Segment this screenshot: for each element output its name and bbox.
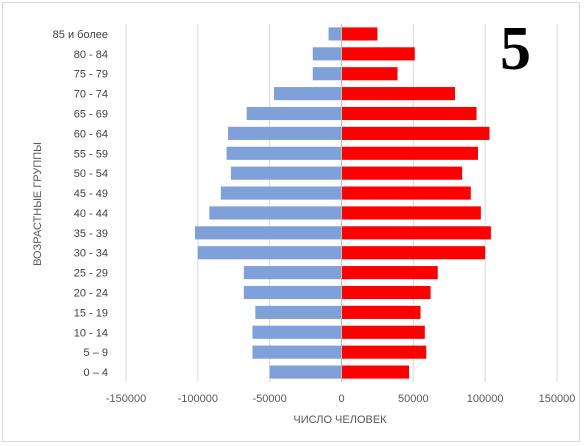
bar-left: [273, 87, 342, 101]
y-tick-label: 55 - 59: [74, 148, 108, 160]
bar-right: [341, 27, 378, 41]
chart-frame: [2, 2, 580, 442]
bar-left: [220, 186, 342, 200]
x-tick-label: 150000: [539, 393, 576, 405]
bar-left: [243, 285, 342, 300]
bar-left: [209, 206, 342, 220]
bar-right: [341, 365, 410, 379]
bar-right: [341, 325, 425, 339]
x-tick-label: 50000: [398, 393, 429, 405]
bar-right: [341, 67, 398, 81]
bar-right: [341, 186, 471, 200]
x-axis-label: ЧИСЛО ЧЕЛОВЕК: [293, 414, 387, 426]
bar-right: [341, 285, 431, 300]
bar-left: [328, 27, 342, 41]
y-tick-label: 10 - 14: [74, 327, 108, 339]
bar-right: [341, 345, 427, 359]
y-tick-label: 65 - 69: [74, 109, 108, 121]
y-tick-label: 5 – 9: [84, 347, 108, 359]
bar-left: [269, 365, 342, 379]
x-tick-label: -100000: [178, 393, 218, 405]
x-tick-label: 0: [338, 393, 344, 405]
bar-left: [197, 246, 342, 260]
bar-left: [246, 106, 342, 121]
bar-left: [194, 226, 342, 240]
bar-right: [341, 47, 415, 61]
bar-right: [341, 266, 438, 280]
bar-right: [341, 126, 490, 140]
y-tick-label: 20 - 24: [74, 288, 108, 300]
bar-left: [312, 47, 342, 61]
bar-right: [341, 166, 463, 180]
bar-left: [226, 146, 342, 160]
bar-left: [228, 126, 342, 140]
y-tick-label: 60 - 64: [74, 128, 108, 140]
y-tick-label: 85 и более: [53, 29, 108, 41]
bar-left: [252, 325, 342, 339]
bar-right: [341, 87, 455, 101]
bar-right: [341, 246, 486, 260]
bar-left: [312, 67, 342, 81]
y-tick-label: 70 - 74: [74, 89, 108, 101]
y-tick-label: 75 - 79: [74, 69, 108, 81]
y-axis-label: ВОЗРАСТНЫЕ ГРУППЫ: [32, 142, 44, 266]
bar-right: [341, 106, 477, 121]
bar-right: [341, 146, 478, 160]
y-tick-label: 15 - 19: [74, 307, 108, 319]
bar-right: [341, 206, 481, 220]
y-tick-label: 45 - 49: [74, 188, 108, 200]
bar-left: [243, 266, 342, 280]
y-tick-label: 80 - 84: [74, 49, 108, 61]
bar-right: [341, 305, 421, 319]
bar-left: [252, 345, 342, 359]
figure-number-badge: 5: [500, 15, 531, 83]
x-tick-label: 100000: [467, 393, 504, 405]
x-tick-label: -50000: [253, 393, 287, 405]
bar-right: [341, 226, 491, 240]
y-tick-label: 40 - 44: [74, 208, 108, 220]
bar-left: [255, 305, 342, 319]
y-tick-label: 50 - 54: [74, 168, 108, 180]
x-tick-label: -150000: [106, 393, 146, 405]
y-tick-label: 35 - 39: [74, 228, 108, 240]
y-tick-label: 0 – 4: [84, 367, 108, 379]
bar-left: [230, 166, 342, 180]
y-tick-label: 25 - 29: [74, 268, 108, 280]
y-tick-label: 30 - 34: [74, 248, 108, 260]
